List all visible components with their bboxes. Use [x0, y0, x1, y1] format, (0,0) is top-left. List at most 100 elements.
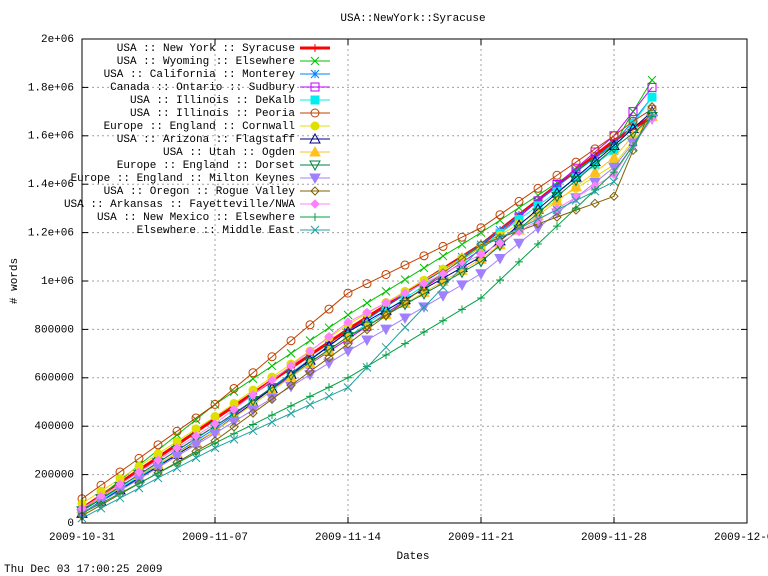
legend-label: Europe :: England :: Milton Keynes [71, 173, 295, 185]
marker [344, 373, 352, 382]
legend-marker [310, 69, 320, 79]
marker [304, 357, 316, 369]
marker [342, 346, 354, 358]
marker [305, 366, 315, 377]
marker [571, 196, 581, 205]
marker [362, 307, 372, 318]
marker [420, 328, 428, 337]
x-tick-label: 2009-12-05 [714, 532, 768, 544]
marker [589, 159, 601, 171]
marker [381, 269, 391, 279]
marker [172, 443, 182, 453]
marker [135, 479, 143, 488]
marker [97, 499, 105, 508]
legend-marker [310, 199, 320, 209]
marker [514, 203, 524, 213]
marker [571, 205, 581, 215]
legend-marker [310, 82, 320, 92]
marker [153, 473, 163, 483]
marker [495, 210, 505, 220]
marker [228, 417, 240, 428]
marker [154, 469, 162, 478]
legend-label: Canada :: Ontario :: Sudbury [110, 82, 295, 94]
marker [437, 291, 449, 302]
marker [589, 155, 601, 166]
legend-label: USA :: California :: Monterey [104, 69, 296, 81]
marker [418, 289, 430, 300]
marker [381, 287, 391, 296]
marker [381, 298, 391, 308]
marker [400, 322, 410, 332]
marker [191, 431, 201, 441]
marker [248, 390, 258, 400]
marker [153, 455, 163, 465]
x-axis-label: Dates [396, 551, 429, 563]
legend-label: Elsewhere :: Middle East [137, 225, 295, 237]
marker [267, 361, 277, 371]
marker [610, 168, 618, 177]
y-tick-label: 1.2e+06 [28, 228, 74, 240]
marker [382, 351, 390, 360]
legend-marker [311, 44, 319, 52]
marker [496, 276, 504, 285]
y-tick-label: 600000 [34, 373, 74, 385]
marker [172, 463, 182, 473]
marker [285, 382, 297, 393]
x-tick-label: 2009-11-07 [182, 532, 248, 544]
marker [590, 153, 600, 162]
marker [476, 228, 486, 237]
legend-marker [310, 225, 320, 235]
marker [267, 394, 277, 405]
marker [343, 383, 353, 392]
x-tick-label: 2009-10-31 [49, 532, 115, 544]
marker [572, 204, 580, 213]
marker [192, 449, 200, 458]
x-tick-label: 2009-11-14 [315, 532, 381, 544]
legend-marker [310, 121, 320, 131]
marker [628, 116, 638, 126]
marker [305, 336, 315, 345]
marker [190, 440, 202, 451]
marker [647, 82, 657, 92]
marker [533, 214, 543, 224]
marker [647, 102, 657, 112]
marker [647, 109, 657, 119]
marker [286, 349, 296, 358]
marker [400, 275, 410, 284]
marker [514, 224, 524, 233]
series-line [81, 108, 653, 500]
marker [533, 183, 543, 193]
marker [457, 232, 467, 242]
marker [419, 251, 429, 261]
marker [437, 278, 449, 290]
marker [552, 212, 562, 222]
y-tick-label: 800000 [34, 324, 74, 336]
y-tick-label: 200000 [34, 470, 74, 482]
y-axis-label: # words [9, 258, 21, 304]
legend-marker [309, 160, 321, 172]
legend-marker [311, 213, 319, 221]
marker [608, 151, 620, 163]
marker [229, 383, 239, 393]
legend-marker [309, 132, 321, 144]
marker [210, 419, 220, 429]
legend-label: USA :: Illinois :: DeKalb [130, 95, 295, 107]
marker [116, 489, 124, 498]
marker [305, 400, 315, 410]
legend-label: USA :: New Mexico :: Elsewhere [97, 212, 295, 224]
marker [475, 269, 487, 280]
marker [534, 239, 542, 248]
marker [324, 304, 334, 314]
marker [647, 75, 657, 85]
marker [362, 279, 372, 289]
marker [209, 428, 221, 440]
marker [191, 413, 201, 423]
y-tick-label: 1.4e+06 [28, 179, 74, 191]
marker [362, 363, 372, 372]
legend-marker [310, 95, 320, 105]
marker [552, 170, 562, 180]
marker [438, 282, 448, 292]
y-tick-label: 0 [67, 518, 74, 530]
